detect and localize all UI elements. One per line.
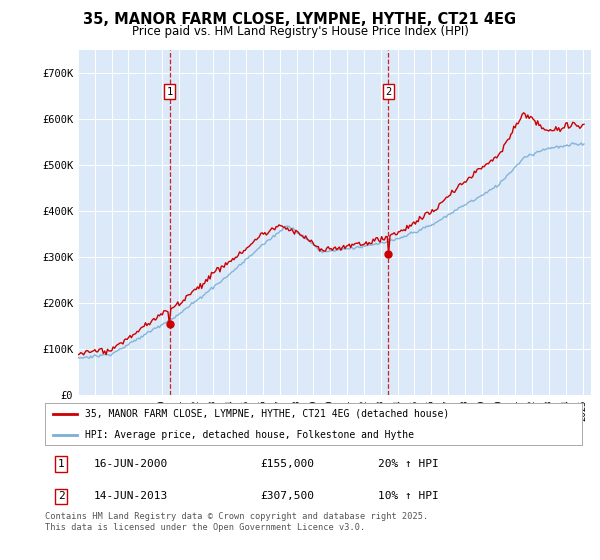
Text: Price paid vs. HM Land Registry's House Price Index (HPI): Price paid vs. HM Land Registry's House … (131, 25, 469, 38)
Text: £155,000: £155,000 (260, 459, 314, 469)
Text: 1: 1 (167, 87, 173, 97)
Text: 14-JUN-2013: 14-JUN-2013 (94, 491, 167, 501)
Text: 20% ↑ HPI: 20% ↑ HPI (378, 459, 439, 469)
Text: Contains HM Land Registry data © Crown copyright and database right 2025.
This d: Contains HM Land Registry data © Crown c… (45, 512, 428, 532)
Text: 35, MANOR FARM CLOSE, LYMPNE, HYTHE, CT21 4EG: 35, MANOR FARM CLOSE, LYMPNE, HYTHE, CT2… (83, 12, 517, 27)
Text: 2: 2 (58, 491, 64, 501)
Text: 2: 2 (385, 87, 391, 97)
Text: 16-JUN-2000: 16-JUN-2000 (94, 459, 167, 469)
Text: 10% ↑ HPI: 10% ↑ HPI (378, 491, 439, 501)
Text: HPI: Average price, detached house, Folkestone and Hythe: HPI: Average price, detached house, Folk… (85, 430, 414, 440)
Text: 35, MANOR FARM CLOSE, LYMPNE, HYTHE, CT21 4EG (detached house): 35, MANOR FARM CLOSE, LYMPNE, HYTHE, CT2… (85, 409, 449, 419)
Text: £307,500: £307,500 (260, 491, 314, 501)
Text: 1: 1 (58, 459, 64, 469)
